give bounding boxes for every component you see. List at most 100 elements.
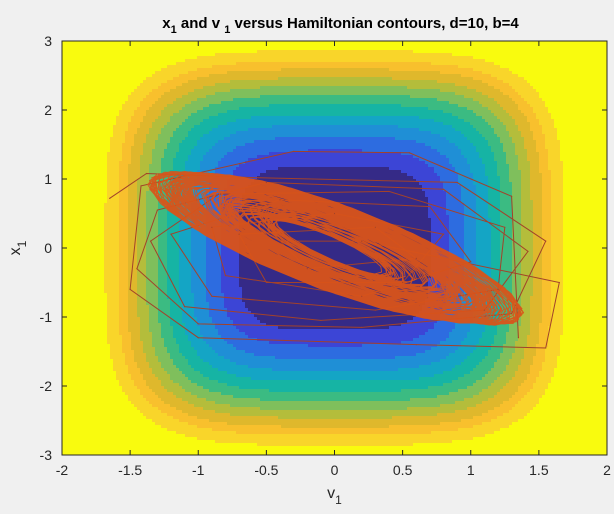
- contour-cell: [299, 119, 302, 122]
- contour-cell: [494, 110, 497, 113]
- contour-cell: [245, 59, 248, 62]
- contour-cell: [410, 44, 413, 47]
- contour-cell: [173, 77, 176, 80]
- contour-cell: [323, 53, 326, 56]
- contour-cell: [203, 101, 206, 104]
- contour-cell: [257, 62, 260, 65]
- contour-cell: [248, 59, 251, 62]
- contour-cell: [119, 119, 122, 122]
- contour-cell: [512, 44, 515, 47]
- contour-cell: [554, 95, 557, 98]
- contour-cell: [527, 95, 530, 98]
- contour-cell: [308, 104, 311, 107]
- contour-cell: [83, 77, 86, 80]
- contour-cell: [293, 119, 296, 122]
- contour-cell: [143, 104, 146, 107]
- contour-cell: [377, 56, 380, 59]
- contour-cell: [464, 92, 467, 95]
- contour-cell: [593, 110, 596, 113]
- contour-cell: [497, 62, 500, 65]
- contour-cell: [401, 50, 404, 53]
- contour-cell: [425, 59, 428, 62]
- contour-cell: [173, 62, 176, 65]
- contour-cell: [311, 41, 314, 44]
- contour-cell: [602, 116, 605, 119]
- contour-cell: [74, 44, 77, 47]
- contour-cell: [440, 56, 443, 59]
- contour-cell: [587, 119, 590, 122]
- contour-cell: [260, 74, 263, 77]
- contour-cell: [335, 65, 338, 68]
- contour-cell: [152, 47, 155, 50]
- contour-cell: [68, 116, 71, 119]
- contour-cell: [401, 77, 404, 80]
- contour-cell: [302, 104, 305, 107]
- contour-cell: [272, 50, 275, 53]
- contour-cell: [104, 65, 107, 68]
- contour-cell: [344, 53, 347, 56]
- contour-cell: [413, 44, 416, 47]
- contour-cell: [464, 59, 467, 62]
- contour-cell: [557, 80, 560, 83]
- contour-cell: [98, 104, 101, 107]
- contour-cell: [488, 44, 491, 47]
- contour-cell: [371, 95, 374, 98]
- contour-cell: [131, 95, 134, 98]
- contour-cell: [413, 62, 416, 65]
- contour-cell: [530, 89, 533, 92]
- contour-cell: [344, 98, 347, 101]
- contour-cell: [242, 80, 245, 83]
- contour-cell: [449, 95, 452, 98]
- contour-cell: [71, 83, 74, 86]
- contour-cell: [461, 110, 464, 113]
- contour-cell: [266, 71, 269, 74]
- contour-cell: [548, 44, 551, 47]
- contour-cell: [95, 77, 98, 80]
- contour-cell: [101, 86, 104, 89]
- contour-cell: [479, 77, 482, 80]
- contour-cell: [329, 65, 332, 68]
- contour-cell: [350, 44, 353, 47]
- contour-cell: [269, 41, 272, 44]
- contour-cell: [503, 113, 506, 116]
- contour-cell: [236, 122, 239, 125]
- contour-cell: [92, 116, 95, 119]
- contour-cell: [308, 71, 311, 74]
- contour-cell: [380, 119, 383, 122]
- contour-cell: [155, 104, 158, 107]
- contour-cell: [140, 92, 143, 95]
- contour-cell: [128, 80, 131, 83]
- contour-cell: [215, 95, 218, 98]
- contour-cell: [497, 41, 500, 44]
- contour-cell: [197, 56, 200, 59]
- contour-cell: [422, 44, 425, 47]
- contour-cell: [506, 41, 509, 44]
- contour-cell: [116, 68, 119, 71]
- contour-cell: [458, 65, 461, 68]
- contour-cell: [143, 86, 146, 89]
- contour-cell: [251, 122, 254, 125]
- contour-cell: [329, 68, 332, 71]
- contour-cell: [425, 98, 428, 101]
- contour-cell: [65, 71, 68, 74]
- contour-cell: [164, 53, 167, 56]
- contour-cell: [356, 50, 359, 53]
- contour-cell: [395, 107, 398, 110]
- contour-cell: [536, 71, 539, 74]
- contour-cell: [392, 98, 395, 101]
- contour-cell: [323, 113, 326, 116]
- contour-cell: [434, 41, 437, 44]
- contour-cell: [512, 101, 515, 104]
- contour-cell: [530, 110, 533, 113]
- contour-cell: [128, 122, 131, 125]
- contour-cell: [410, 95, 413, 98]
- contour-cell: [143, 92, 146, 95]
- contour-cell: [290, 122, 293, 125]
- contour-cell: [95, 122, 98, 125]
- contour-cell: [197, 59, 200, 62]
- contour-cell: [119, 56, 122, 59]
- contour-cell: [113, 110, 116, 113]
- contour-cell: [98, 122, 101, 125]
- contour-cell: [431, 56, 434, 59]
- contour-cell: [524, 83, 527, 86]
